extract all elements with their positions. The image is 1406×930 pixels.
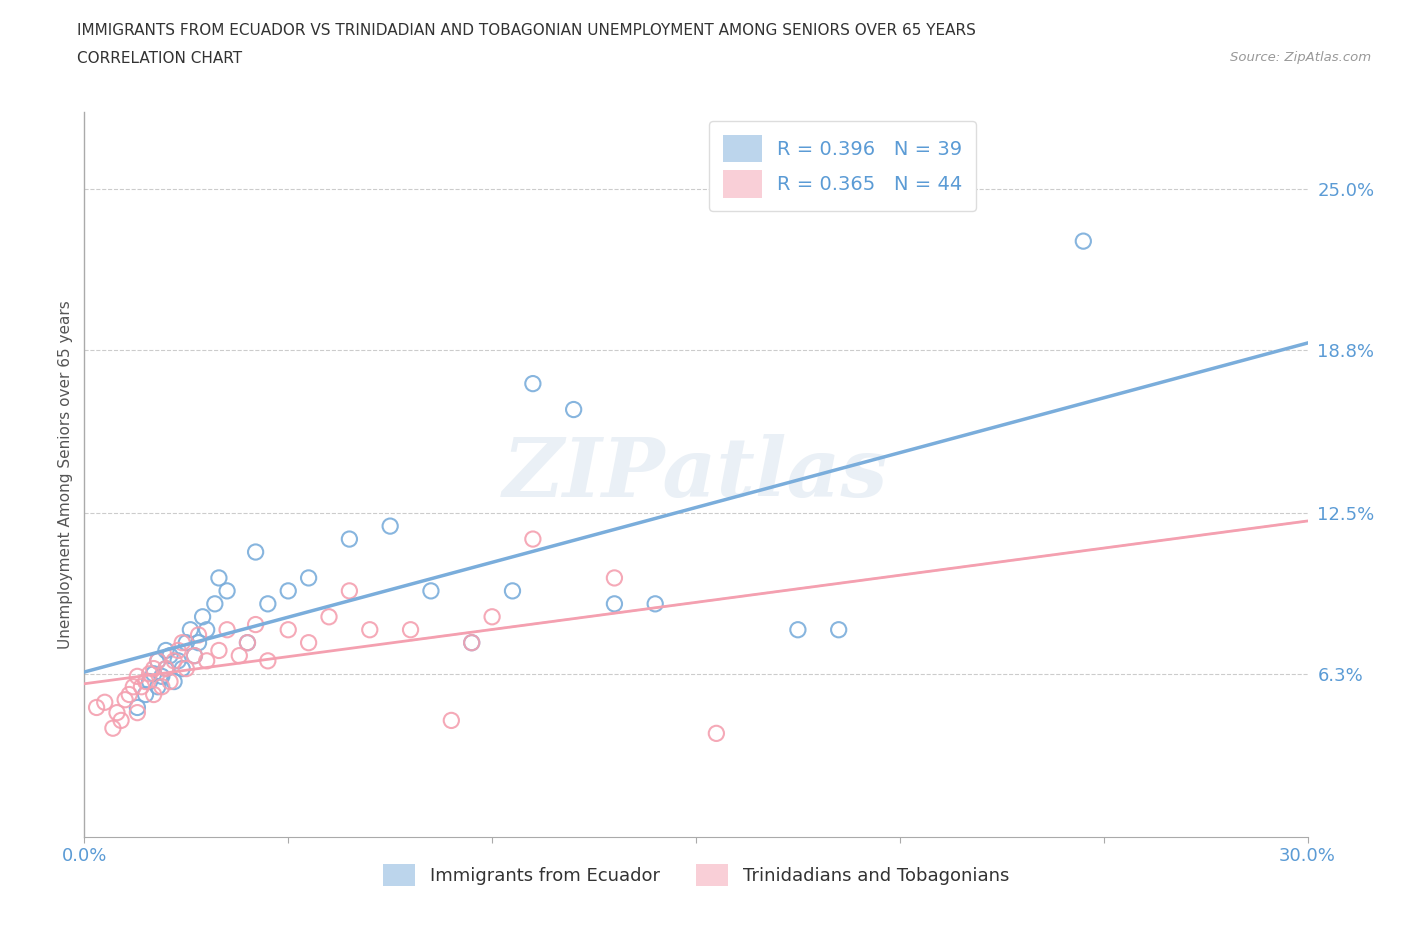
- Point: [603, 596, 626, 611]
- Point: [236, 635, 259, 650]
- Point: [245, 545, 267, 560]
- Point: [502, 583, 524, 598]
- Point: [399, 622, 422, 637]
- Text: IMMIGRANTS FROM ECUADOR VS TRINIDADIAN AND TOBAGONIAN UNEMPLOYMENT AMONG SENIORS: IMMIGRANTS FROM ECUADOR VS TRINIDADIAN A…: [77, 23, 976, 38]
- Point: [167, 654, 190, 669]
- Point: [187, 635, 209, 650]
- Point: [298, 570, 321, 585]
- Point: [208, 570, 231, 585]
- Point: [138, 667, 160, 682]
- Point: [174, 661, 197, 676]
- Point: [135, 674, 157, 689]
- Point: [318, 609, 340, 624]
- Y-axis label: Unemployment Among Seniors over 65 years: Unemployment Among Seniors over 65 years: [58, 300, 73, 649]
- Point: [191, 609, 214, 624]
- Point: [195, 622, 218, 637]
- Point: [522, 377, 544, 392]
- Point: [150, 669, 173, 684]
- Point: [339, 583, 361, 598]
- Text: Source: ZipAtlas.com: Source: ZipAtlas.com: [1230, 51, 1371, 64]
- Point: [163, 674, 186, 689]
- Point: [217, 622, 239, 637]
- Point: [163, 654, 186, 669]
- Point: [174, 635, 197, 650]
- Point: [159, 674, 181, 689]
- Point: [155, 643, 177, 658]
- Point: [155, 661, 177, 676]
- Point: [86, 700, 108, 715]
- Point: [118, 687, 141, 702]
- Point: [135, 687, 157, 702]
- Point: [183, 648, 205, 663]
- Point: [257, 596, 280, 611]
- Point: [101, 721, 124, 736]
- Point: [172, 635, 194, 650]
- Point: [146, 654, 169, 669]
- Text: ZIPatlas: ZIPatlas: [503, 434, 889, 514]
- Legend: Immigrants from Ecuador, Trinidadians and Tobagonians: Immigrants from Ecuador, Trinidadians an…: [375, 857, 1017, 893]
- Point: [122, 679, 145, 694]
- Point: [146, 654, 169, 669]
- Point: [208, 643, 231, 658]
- Point: [217, 583, 239, 598]
- Point: [603, 570, 626, 585]
- Point: [461, 635, 484, 650]
- Point: [787, 622, 810, 637]
- Point: [298, 635, 321, 650]
- Point: [127, 669, 149, 684]
- Point: [236, 635, 259, 650]
- Point: [277, 583, 299, 598]
- Point: [339, 532, 361, 547]
- Text: CORRELATION CHART: CORRELATION CHART: [77, 51, 242, 66]
- Point: [1073, 233, 1095, 248]
- Point: [257, 654, 280, 669]
- Point: [228, 648, 250, 663]
- Point: [105, 705, 128, 720]
- Point: [93, 695, 115, 710]
- Point: [195, 654, 218, 669]
- Point: [706, 726, 728, 741]
- Point: [110, 713, 132, 728]
- Point: [644, 596, 666, 611]
- Point: [159, 648, 181, 663]
- Point: [127, 700, 149, 715]
- Point: [420, 583, 443, 598]
- Point: [150, 679, 173, 694]
- Point: [155, 661, 177, 676]
- Point: [142, 667, 165, 682]
- Point: [142, 687, 165, 702]
- Point: [142, 661, 165, 676]
- Point: [562, 402, 585, 417]
- Point: [167, 643, 190, 658]
- Point: [522, 532, 544, 547]
- Point: [440, 713, 463, 728]
- Point: [179, 622, 201, 637]
- Point: [114, 692, 136, 707]
- Point: [172, 661, 194, 676]
- Point: [245, 618, 267, 632]
- Point: [127, 705, 149, 720]
- Point: [131, 679, 153, 694]
- Point: [359, 622, 381, 637]
- Point: [138, 674, 160, 689]
- Point: [828, 622, 851, 637]
- Point: [146, 679, 169, 694]
- Point: [204, 596, 226, 611]
- Point: [183, 648, 205, 663]
- Point: [461, 635, 484, 650]
- Point: [481, 609, 503, 624]
- Point: [277, 622, 299, 637]
- Point: [187, 628, 209, 643]
- Point: [380, 519, 402, 534]
